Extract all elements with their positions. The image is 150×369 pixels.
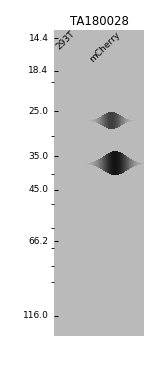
Text: 18.4: 18.4 bbox=[28, 66, 48, 75]
Text: mCherry: mCherry bbox=[88, 30, 122, 63]
Text: 14.4: 14.4 bbox=[28, 34, 48, 42]
Text: 45.0: 45.0 bbox=[28, 185, 48, 194]
Text: 25.0: 25.0 bbox=[28, 107, 48, 116]
Text: 293T: 293T bbox=[54, 30, 76, 52]
Text: 35.0: 35.0 bbox=[28, 152, 48, 161]
Text: 66.2: 66.2 bbox=[28, 237, 48, 245]
Text: 116.0: 116.0 bbox=[22, 311, 48, 320]
Title: TA180028: TA180028 bbox=[70, 15, 128, 28]
